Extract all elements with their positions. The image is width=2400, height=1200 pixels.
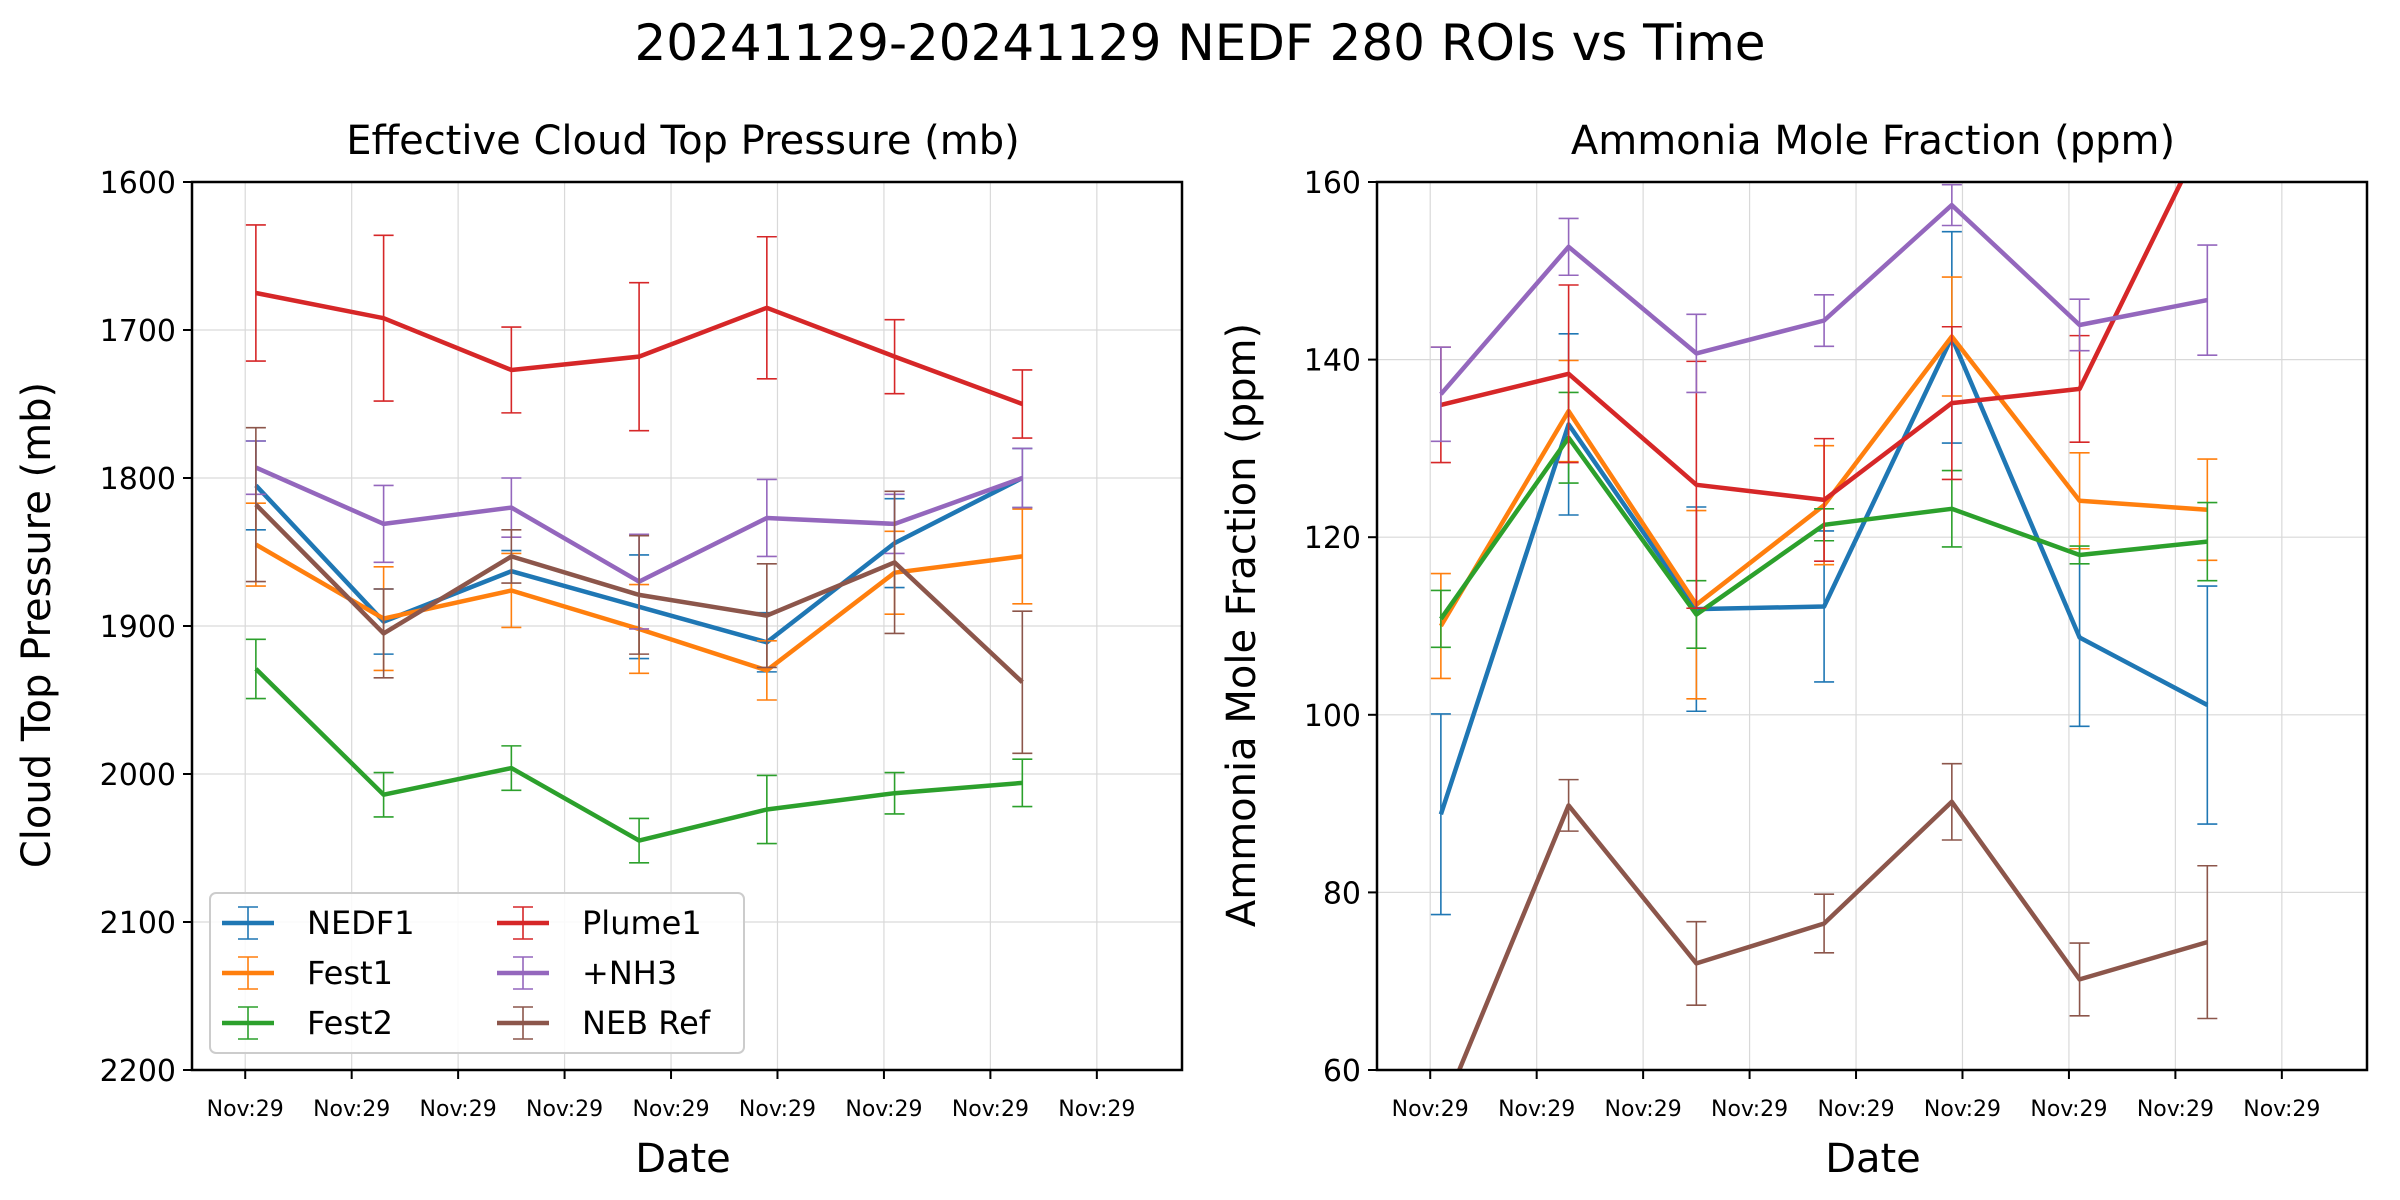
cloud-pressure-xtick-label: Nov:29 <box>526 1097 603 1122</box>
legend-entry-neb-ref-label: NEB Ref <box>582 1004 711 1042</box>
ammonia-xtick-label: Nov:29 <box>2243 1097 2320 1122</box>
ammonia-ytick-label: 160 <box>1304 166 1361 201</box>
cloud-pressure-xlabel: Date <box>635 1136 731 1182</box>
ammonia-series-plume1-line <box>1440 182 2184 503</box>
ammonia-xtick-label: Nov:29 <box>2030 1097 2107 1122</box>
legend-entry-neb-ref: NEB Ref <box>497 1004 711 1042</box>
ammonia-ytick-label: 100 <box>1304 699 1361 734</box>
legend-entry-nh3: +NH3 <box>497 954 677 992</box>
cloud-pressure-xtick-label: Nov:29 <box>313 1097 390 1122</box>
ammonia-ytick-label: 80 <box>1323 876 1361 911</box>
cloud-pressure-ylabel: Cloud Top Pressure (mb) <box>14 382 60 868</box>
ammonia-plot-frame <box>1375 180 2369 1072</box>
ammonia-title: Ammonia Mole Fraction (ppm) <box>1571 118 2175 164</box>
legend-entry-fest2-label: Fest2 <box>307 1004 393 1042</box>
cloud-pressure-series-fest2-line <box>254 667 1023 843</box>
ammonia-ytick-label: 60 <box>1323 1054 1361 1089</box>
cloud-pressure-ytick-label: 1800 <box>100 462 176 497</box>
legend-entry-fest1: Fest1 <box>222 954 393 992</box>
cloud-pressure-series-plume1 <box>245 224 1033 439</box>
cloud-pressure-xtick-label: Nov:29 <box>1058 1097 1135 1122</box>
ammonia-series-neb-ref-line <box>1456 799 2208 1070</box>
cloud-pressure-plot-frame <box>190 180 1184 1072</box>
legend-box <box>209 892 745 1054</box>
cloud-pressure-ytick-label: 1600 <box>100 166 176 201</box>
ammonia-series-nh3-line <box>1439 202 2208 396</box>
ammonia-ytick-label: 140 <box>1304 344 1361 379</box>
cloud-pressure-xtick-label: Nov:29 <box>632 1097 709 1122</box>
ammonia-xtick-label: Nov:29 <box>1711 1097 1788 1122</box>
ammonia-xlabel: Date <box>1825 1136 1921 1182</box>
legend-entry-nedf1-label: NEDF1 <box>307 904 415 942</box>
ammonia-xtick-label: Nov:29 <box>1498 1097 1575 1122</box>
cloud-pressure-xtick-label: Nov:29 <box>739 1097 816 1122</box>
cloud-pressure-ytick-label: 1700 <box>100 314 176 349</box>
legend-entry-nh3-label: +NH3 <box>582 954 677 992</box>
cloud-pressure-xtick-label: Nov:29 <box>845 1097 922 1122</box>
cloud-pressure-xtick-label: Nov:29 <box>420 1097 497 1122</box>
legend-entry-plume1: Plume1 <box>497 904 702 942</box>
cloud-pressure-ytick-label: 2000 <box>100 758 176 793</box>
legend-entry-fest1-label: Fest1 <box>307 954 393 992</box>
ammonia-series-neb-ref <box>1456 762 2218 1070</box>
ammonia-xtick-label: Nov:29 <box>1817 1097 1894 1122</box>
ammonia-series-nh3 <box>1430 183 2218 443</box>
ammonia-ytick-label: 120 <box>1304 521 1361 556</box>
cloud-pressure-title: Effective Cloud Top Pressure (mb) <box>346 118 1020 164</box>
cloud-pressure-xtick-label: Nov:29 <box>207 1097 284 1122</box>
cloud-pressure-xtick-label: Nov:29 <box>952 1097 1029 1122</box>
cloud-pressure-ytick-label: 2200 <box>100 1054 176 1089</box>
cloud-pressure-series-neb-ref-line <box>254 503 1024 684</box>
cloud-pressure-ytick-label: 2100 <box>100 906 176 941</box>
ammonia-panel: Ammonia Mole Fraction (ppm) Ammonia Mole… <box>1219 118 2369 1182</box>
ammonia-xtick-label: Nov:29 <box>2137 1097 2214 1122</box>
cloud-pressure-series-fest2 <box>245 638 1033 864</box>
ammonia-xtick-label: Nov:29 <box>1392 1097 1469 1122</box>
ammonia-ylabel: Ammonia Mole Fraction (ppm) <box>1219 323 1265 927</box>
ammonia-xtick-label: Nov:29 <box>1605 1097 1682 1122</box>
legend-entry-nedf1: NEDF1 <box>222 904 415 942</box>
cloud-pressure-ytick-label: 1900 <box>100 610 176 645</box>
ammonia-xtick-label: Nov:29 <box>1924 1097 2001 1122</box>
legend: NEDF1 Fest1 Fest2 Plume1 +NH3 NEB Ref <box>209 892 745 1054</box>
figure-title: 20241129-20241129 NEDF 280 ROIs vs Time <box>634 14 1765 72</box>
cloud-pressure-series-neb-ref <box>245 426 1033 755</box>
legend-entry-plume1-label: Plume1 <box>582 904 702 942</box>
cloud-pressure-panel: Effective Cloud Top Pressure (mb) Cloud … <box>14 118 1184 1182</box>
cloud-pressure-series-plume1-line <box>255 290 1024 407</box>
legend-entry-fest2: Fest2 <box>222 1004 393 1042</box>
